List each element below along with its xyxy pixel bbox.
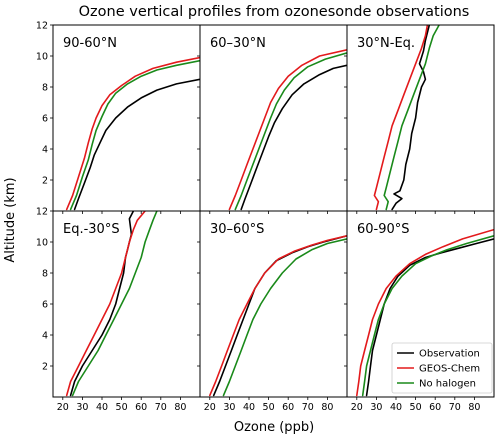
x-tick-label: 20 [57, 402, 69, 413]
series-line-no-halogen [383, 25, 440, 211]
series-line-observation [73, 78, 200, 211]
panel-label: 60-90°S [357, 222, 410, 237]
x-tick-label: 70 [449, 402, 461, 413]
x-tick-label: 70 [155, 402, 167, 413]
series-line-no-halogen [69, 59, 200, 211]
x-tick-label: 80 [174, 402, 186, 413]
panel-frame [52, 210, 201, 398]
series-line-geos-chem [209, 235, 347, 397]
x-axis-label: Ozone (ppb) [234, 420, 314, 435]
chart-title: Ozone vertical profiles from ozonesonde … [79, 4, 470, 20]
x-tick-label: 30 [370, 402, 382, 413]
series-lines [65, 211, 158, 397]
x-tick-label: 80 [321, 402, 333, 413]
series-line-observation [365, 238, 494, 397]
y-tick-label: 6 [42, 300, 48, 311]
x-tick-label: 60 [429, 402, 441, 413]
panel-label: 60–30°N [210, 36, 266, 51]
panel-frame [199, 210, 348, 398]
y-tick-label: 12 [36, 207, 48, 218]
x-tick-label: 40 [390, 402, 402, 413]
panel-label: 30°N-Eq. [357, 36, 415, 51]
panel-frame [52, 24, 201, 212]
x-tick-label: 40 [96, 402, 108, 413]
series-line-no-halogen [361, 235, 494, 397]
x-tick-label: 30 [76, 402, 88, 413]
series-line-no-halogen [234, 52, 347, 211]
series-line-no-halogen [222, 238, 347, 397]
panel-1: 2 4 6 8 10 12 90-60°N [36, 21, 201, 214]
panel-label: Eq.-30°S [63, 222, 120, 237]
series-line-geos-chem [228, 48, 347, 211]
y-tick-label: 8 [42, 83, 48, 94]
x-tick-label: 60 [282, 402, 294, 413]
panel-6: 20 30 40 50 60 70 80 60-90°S [344, 210, 495, 413]
panel-label: 90-60°N [63, 36, 117, 51]
legend-entry-label: Observation [419, 349, 480, 360]
series-lines [65, 56, 200, 211]
legend-box [391, 342, 493, 394]
x-tick-label: 60 [135, 402, 147, 413]
legend-entry-label: GEOS-Chem [419, 364, 480, 375]
panel-5: 20 30 40 50 60 70 80 30–60°S [197, 210, 348, 413]
x-tick-label: 40 [243, 402, 255, 413]
y-tick-label: 4 [42, 145, 48, 156]
y-tick-label: 10 [36, 238, 48, 249]
panels-group: 2 4 6 8 10 12 90-60°N 60–30°N 30°N-Eq. 2 4 6 8 10 12 20… [36, 21, 495, 413]
panel-label: 30–60°S [210, 222, 264, 237]
x-tick-label: 70 [302, 402, 314, 413]
panel-3: 30°N-Eq. [344, 24, 495, 214]
panel-frame [199, 24, 348, 212]
legend: Observation GEOS-Chem No halogen [391, 342, 493, 394]
series-lines [209, 235, 347, 397]
series-line-observation [240, 64, 347, 211]
series-line-observation [69, 211, 135, 397]
y-tick-label: 6 [42, 114, 48, 125]
panel-4: 2 4 6 8 10 12 20 30 40 50 60 70 80 Eq.-30°S [36, 207, 201, 413]
y-tick-label: 8 [42, 269, 48, 280]
series-line-geos-chem [65, 211, 146, 397]
y-tick-label: 4 [42, 331, 48, 342]
legend-entry-label: No halogen [419, 379, 476, 390]
series-line-observation [391, 25, 431, 211]
x-tick-label: 20 [204, 402, 216, 413]
series-lines [228, 48, 347, 211]
y-axis-label: Altitude (km) [3, 177, 18, 262]
series-line-no-halogen [71, 211, 158, 397]
x-tick-label: 20 [351, 402, 363, 413]
series-line-geos-chem [65, 56, 200, 211]
x-tick-label: 50 [116, 402, 128, 413]
y-tick-label: 10 [36, 52, 48, 63]
panel-2: 60–30°N [197, 24, 348, 214]
y-tick-label: 2 [42, 176, 48, 187]
x-tick-label: 80 [468, 402, 480, 413]
series-lines [373, 25, 440, 211]
y-tick-label: 2 [42, 362, 48, 373]
series-line-geos-chem [373, 25, 429, 211]
series-lines [355, 228, 494, 397]
x-tick-label: 50 [263, 402, 275, 413]
series-line-geos-chem [355, 228, 494, 397]
y-tick-label: 12 [36, 21, 48, 32]
x-tick-label: 50 [410, 402, 422, 413]
x-tick-label: 30 [223, 402, 235, 413]
